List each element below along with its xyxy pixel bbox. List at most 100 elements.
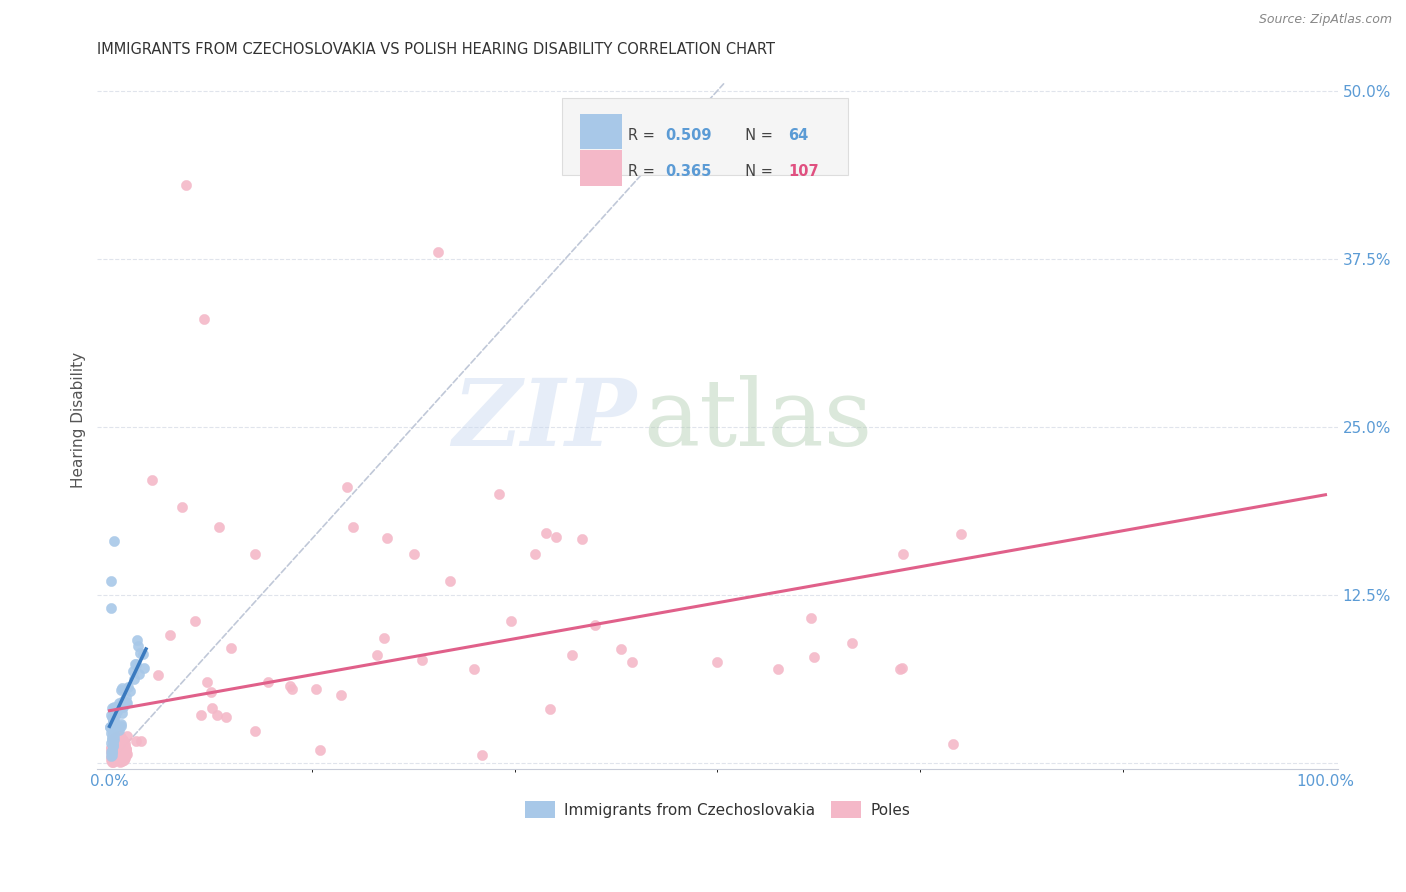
Point	[103, 704, 125, 718]
Point	[803, 650, 825, 665]
Text: 107: 107	[789, 164, 818, 179]
Point	[100, 755, 122, 769]
Point	[98, 720, 121, 734]
Point	[103, 727, 125, 741]
Point	[101, 731, 124, 746]
Point	[538, 702, 561, 716]
Point	[174, 178, 197, 192]
Point	[105, 749, 128, 764]
Text: 0.509: 0.509	[665, 128, 711, 143]
Point	[108, 756, 131, 770]
Point	[117, 680, 139, 694]
Text: R =: R =	[628, 128, 659, 143]
Point	[411, 653, 433, 667]
Point	[110, 717, 132, 731]
Point	[219, 641, 242, 656]
Point	[124, 657, 146, 671]
Point	[281, 681, 304, 696]
Point	[132, 647, 155, 661]
Point	[305, 681, 328, 696]
Point	[125, 632, 148, 647]
Point	[112, 746, 135, 760]
Point	[215, 710, 238, 724]
Text: N =: N =	[737, 164, 778, 179]
FancyBboxPatch shape	[579, 114, 621, 149]
Point	[308, 742, 330, 756]
Point	[112, 750, 135, 764]
Point	[103, 726, 125, 740]
Point	[193, 312, 215, 326]
Point	[125, 657, 148, 672]
Point	[114, 742, 136, 756]
Point	[101, 738, 124, 752]
Point	[101, 731, 124, 746]
Point	[100, 741, 122, 756]
Text: IMMIGRANTS FROM CZECHOSLOVAKIA VS POLISH HEARING DISABILITY CORRELATION CHART: IMMIGRANTS FROM CZECHOSLOVAKIA VS POLISH…	[97, 42, 775, 57]
Point	[114, 739, 136, 754]
Point	[111, 734, 134, 748]
Point	[103, 699, 125, 714]
Point	[100, 750, 122, 764]
Point	[205, 707, 228, 722]
Point	[373, 631, 395, 645]
Point	[108, 696, 131, 710]
Point	[111, 706, 134, 720]
Point	[366, 648, 388, 662]
Point	[426, 244, 449, 259]
Point	[561, 648, 583, 662]
Point	[104, 738, 127, 752]
Text: atlas: atlas	[643, 375, 872, 465]
Point	[100, 745, 122, 759]
Text: ZIP: ZIP	[453, 375, 637, 465]
Point	[942, 737, 965, 751]
Point	[100, 710, 122, 724]
Point	[471, 747, 494, 762]
Point	[146, 668, 169, 682]
Point	[103, 730, 125, 744]
Point	[125, 734, 148, 748]
Point	[103, 754, 125, 768]
Point	[195, 675, 218, 690]
Point	[115, 743, 138, 757]
Point	[402, 547, 425, 561]
Point	[122, 664, 145, 678]
Point	[103, 714, 125, 729]
Legend: Immigrants from Czechoslovakia, Poles: Immigrants from Czechoslovakia, Poles	[519, 795, 917, 824]
Point	[891, 661, 914, 675]
Point	[104, 739, 127, 753]
Point	[108, 749, 131, 764]
Point	[112, 753, 135, 767]
Point	[100, 574, 122, 589]
Point	[841, 636, 863, 650]
Point	[104, 708, 127, 723]
Point	[107, 749, 129, 764]
Point	[127, 639, 149, 653]
Point	[100, 749, 122, 764]
Point	[336, 480, 359, 494]
Point	[115, 694, 138, 708]
Point	[101, 747, 124, 762]
Point	[115, 742, 138, 756]
Point	[103, 717, 125, 731]
Point	[104, 753, 127, 767]
Point	[101, 720, 124, 734]
Text: 0.365: 0.365	[665, 164, 711, 179]
Point	[105, 704, 128, 718]
Point	[112, 700, 135, 714]
Point	[101, 701, 124, 715]
Point	[571, 533, 593, 547]
Point	[104, 703, 127, 717]
Point	[103, 756, 125, 770]
Point	[245, 547, 267, 561]
Point	[114, 747, 136, 762]
Point	[103, 701, 125, 715]
Point	[329, 689, 352, 703]
Point	[101, 718, 124, 732]
Point	[768, 661, 790, 675]
Point	[117, 747, 139, 761]
Point	[278, 679, 301, 693]
Point	[114, 751, 136, 765]
Point	[115, 696, 138, 710]
Point	[115, 690, 138, 704]
Point	[103, 728, 125, 742]
